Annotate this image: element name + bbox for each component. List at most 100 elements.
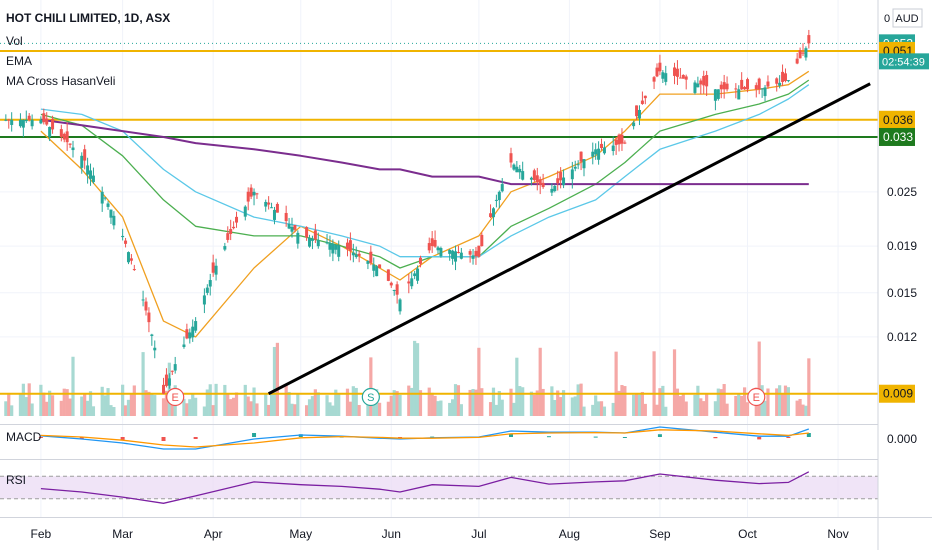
macd-y-tick[interactable]: 0.000 (887, 432, 917, 446)
candle-body (112, 215, 116, 226)
candle-body (45, 118, 49, 125)
rsi-band (0, 476, 878, 499)
candle-body (398, 299, 402, 312)
macd-label[interactable]: MACD (6, 430, 42, 444)
volume-bar (681, 393, 685, 416)
x-tick-label[interactable]: Sep (649, 527, 671, 541)
x-tick-label[interactable]: Oct (738, 527, 757, 541)
x-tick-label[interactable]: Apr (204, 527, 223, 541)
trendline[interactable] (267, 82, 871, 396)
candle-body (635, 105, 639, 117)
volume-bar (459, 404, 463, 416)
candle-body (80, 155, 84, 168)
currency-box[interactable] (892, 8, 923, 28)
candle-body (21, 119, 25, 128)
x-tick-label[interactable]: Jun (382, 527, 401, 541)
volume-bar (208, 384, 212, 416)
volume-bar (307, 399, 312, 416)
volume-bar (699, 398, 703, 416)
volume-bar (65, 389, 69, 416)
candle-body (535, 175, 539, 183)
candle-body (763, 87, 767, 97)
volume-bar (80, 396, 84, 416)
candle-body (652, 77, 656, 82)
macd-histogram-bar (120, 437, 125, 440)
volume-bar (696, 385, 700, 416)
volume-bar (153, 395, 157, 416)
study-vol[interactable]: Vol (6, 34, 23, 48)
volume-bar (202, 406, 206, 416)
volume-bar (617, 390, 621, 416)
volume-bar (211, 405, 215, 416)
candle-body (614, 139, 618, 145)
macd-histogram-bar (161, 437, 166, 441)
study-ma-cross[interactable]: MA Cross HasanVeli (6, 74, 115, 88)
y-tick-label[interactable]: 0.019 (887, 239, 917, 253)
candle-body (348, 240, 352, 251)
x-tick-label[interactable]: Aug (559, 527, 580, 541)
volume-bar (643, 403, 647, 416)
volume-bar (439, 400, 443, 416)
candle-body (468, 251, 472, 255)
volume-bar (18, 393, 23, 416)
event-marker-label[interactable]: E (753, 392, 760, 404)
volume-bar (468, 389, 472, 416)
candle-body (10, 119, 14, 125)
candle-body (509, 153, 513, 163)
candle-body (643, 95, 647, 99)
time-axis[interactable]: Feb Mar Apr May Jun Jul Aug Sep Oct Nov (31, 527, 849, 541)
candle-body (783, 73, 787, 82)
y-tick-label[interactable]: 0.025 (887, 185, 917, 199)
x-tick-label[interactable]: May (289, 527, 312, 541)
candle-body (232, 226, 236, 229)
volume-bar (798, 398, 802, 416)
x-tick-label[interactable]: Jul (471, 527, 486, 541)
volume-bar (267, 404, 271, 416)
volume-bar (611, 402, 615, 416)
candle-body (591, 151, 595, 157)
event-marker[interactable] (747, 387, 766, 407)
macd-histogram-bar (193, 437, 198, 439)
candle-body (255, 193, 259, 195)
candle-body (284, 212, 288, 222)
ma-line-0 (40, 70, 810, 338)
candle-body (214, 265, 218, 275)
candle-body (378, 264, 382, 269)
rsi-label[interactable]: RSI (6, 473, 26, 487)
x-tick-label[interactable]: Feb (31, 527, 52, 541)
x-tick-label[interactable]: Nov (827, 527, 848, 541)
candle-body (310, 238, 314, 241)
event-marker-label[interactable]: E (172, 392, 179, 404)
candle-body (170, 370, 174, 372)
volume-bar (150, 393, 154, 416)
x-tick-label[interactable]: Mar (112, 527, 133, 541)
volume-bar (287, 391, 291, 416)
volume-bar (144, 390, 148, 416)
volume-bar (745, 402, 750, 416)
countdown-label: 02:54:39 (882, 56, 925, 68)
study-ema[interactable]: EMA (6, 54, 32, 68)
currency-label[interactable]: AUD (895, 13, 918, 25)
candle-body (746, 79, 750, 90)
price-axis[interactable]: 0.025 0.019 0.015 0.012 0.000 (887, 185, 917, 446)
price-label-box (879, 384, 915, 403)
event-marker[interactable] (361, 387, 380, 407)
candle-body (582, 159, 586, 169)
macd-histogram-bar (38, 437, 43, 438)
trendline-segment[interactable] (267, 82, 871, 396)
candle-body (392, 289, 396, 291)
volume-bar (378, 402, 382, 416)
candle-body (354, 254, 358, 258)
price-label-box (879, 127, 915, 146)
y-tick-label[interactable]: 0.012 (887, 330, 917, 344)
event-marker-label[interactable]: S (367, 392, 374, 404)
volume-bar (474, 389, 478, 416)
candle-body (51, 118, 55, 130)
candle-body (86, 165, 90, 175)
volume-bar (594, 395, 598, 416)
candle-body (477, 245, 481, 257)
event-marker[interactable] (166, 387, 185, 407)
y-tick-label[interactable]: 0.015 (887, 286, 917, 300)
